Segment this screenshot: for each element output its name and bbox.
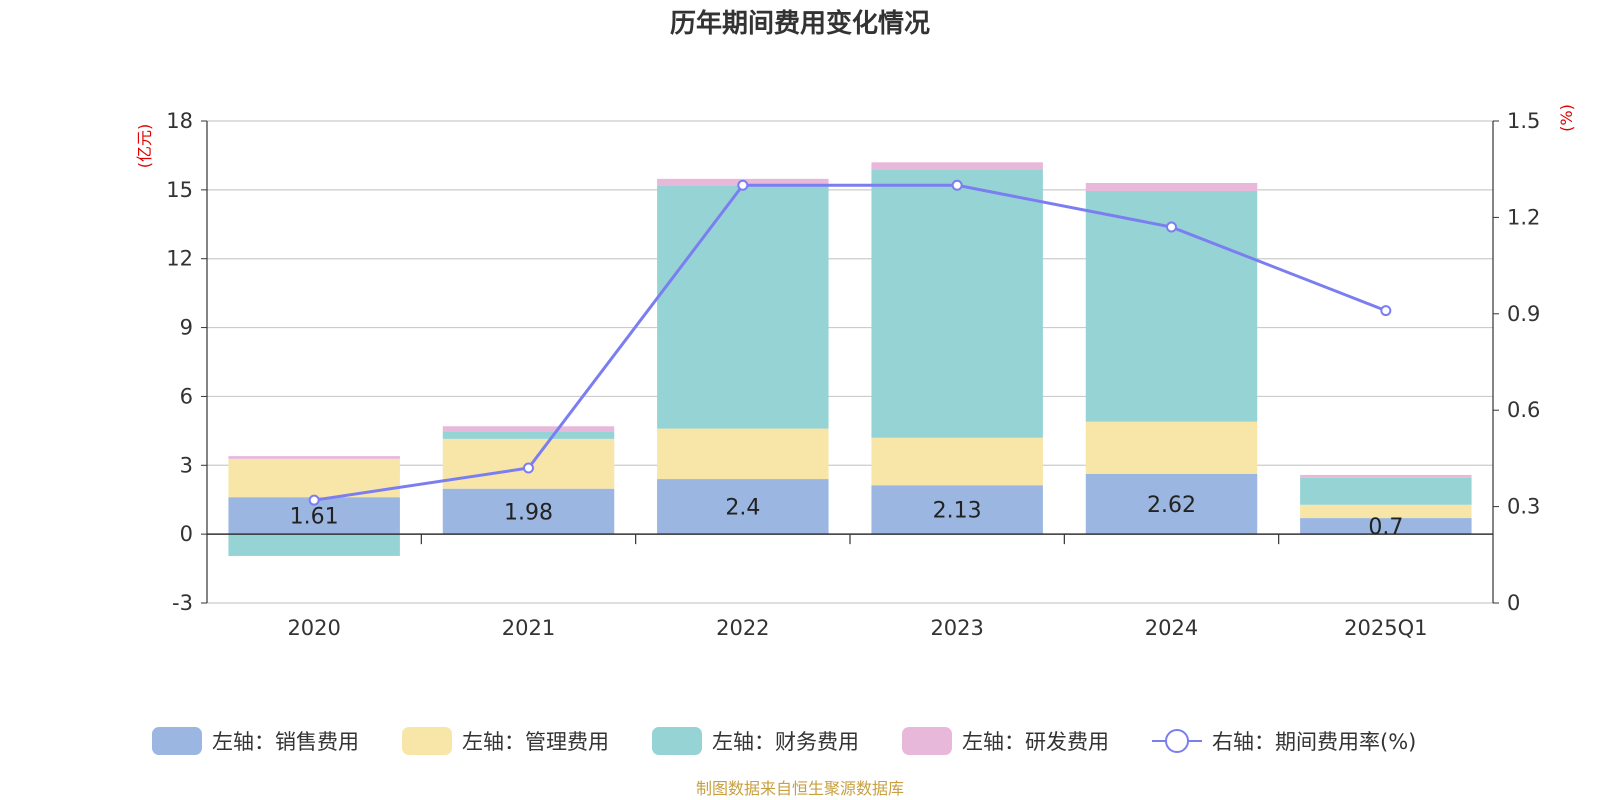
chart-title: 历年期间费用变化情况	[670, 8, 930, 39]
left-tick-label: 3	[180, 453, 193, 477]
bar-segment-2	[871, 437, 1043, 486]
sales-value-label: 1.61	[290, 505, 339, 530]
bar-segment-1	[871, 485, 1043, 535]
sales-value-label: 0.7	[1368, 515, 1403, 540]
rate-point	[308, 494, 320, 506]
right-tick-label: 0	[1507, 591, 1520, 615]
bar-segment-2	[1085, 421, 1258, 475]
sales-value-label: 2.62	[1147, 493, 1196, 518]
x-tick-label: 2021	[502, 616, 555, 640]
bar-segment-3	[228, 534, 400, 556]
legend-swatch-1	[152, 727, 202, 755]
legend: 左轴：销售费用 左轴：管理费用 左轴：财务费用 左轴：研发费用 右轴：期间费用率(%)	[152, 727, 1416, 755]
legend-swatch-2	[402, 727, 452, 755]
data-labels: 1.61 1.98 2.4 2.13 2.62 0.7	[290, 493, 1404, 540]
right-axis-unit: (%)	[1557, 104, 1576, 132]
left-tick-label: -3	[172, 591, 193, 615]
axes: -3 0 3 6 9 12 15 18 0 0.3 0.6 0.9 1.2 1.5 2020 2021 2022…	[166, 109, 1540, 640]
legend-swatch-4	[902, 727, 952, 755]
x-tick-label: 2025Q1	[1344, 616, 1427, 640]
sales-value-label: 2.13	[933, 499, 982, 524]
legend-label-3: 左轴：财务费用	[712, 730, 859, 754]
bar-segment-4	[1085, 182, 1258, 192]
left-tick-label: 0	[180, 522, 193, 546]
bar-segment-4	[228, 456, 400, 459]
bar-segment-4	[442, 426, 615, 433]
left-axis-unit: (亿元)	[135, 124, 154, 169]
bar-segment-3	[657, 185, 829, 429]
legend-label-4: 左轴：研发费用	[962, 730, 1109, 754]
right-tick-label: 0.6	[1507, 398, 1540, 422]
right-tick-label: 1.5	[1507, 109, 1540, 133]
rate-line-path	[313, 183, 1387, 502]
legend-label-1: 左轴：销售费用	[212, 730, 359, 754]
x-tick-label: 2024	[1145, 616, 1198, 640]
bar-segment-2	[1300, 504, 1472, 519]
sales-value-label: 1.98	[504, 500, 553, 525]
right-tick-label: 0.9	[1507, 302, 1540, 326]
grid-lines	[207, 120, 1493, 604]
bar-segment-3	[442, 432, 615, 439]
bar-segment-3	[1300, 477, 1472, 505]
rate-point	[951, 179, 963, 191]
left-tick-label: 15	[166, 178, 193, 202]
left-tick-label: 6	[180, 384, 193, 408]
left-tick-label: 18	[166, 109, 193, 133]
rate-point	[1380, 305, 1392, 317]
bar-segment-1	[1085, 474, 1258, 535]
bar-segment-4	[871, 162, 1043, 170]
bar-segment-1	[657, 479, 829, 535]
bar-segment-2	[657, 428, 829, 480]
x-tick-label: 2023	[930, 616, 983, 640]
source-note: 制图数据来自恒生聚源数据库	[696, 779, 904, 798]
rate-point	[1166, 221, 1177, 233]
x-tick-label: 2020	[287, 616, 340, 640]
legend-swatch-3	[652, 727, 702, 755]
rate-point	[523, 462, 534, 474]
sales-value-label: 2.4	[725, 496, 760, 521]
legend-label-5: 右轴：期间费用率(%)	[1212, 730, 1416, 754]
rate-point	[737, 179, 749, 191]
bar-segment-1	[442, 488, 615, 535]
right-tick-label: 0.3	[1507, 495, 1540, 519]
left-tick-label: 12	[166, 247, 193, 271]
x-tick-label: 2022	[716, 616, 769, 640]
bar-segment-4	[1300, 474, 1472, 478]
legend-label-2: 左轴：管理费用	[462, 730, 609, 754]
right-tick-label: 1.2	[1507, 205, 1540, 229]
bars	[228, 162, 1472, 556]
legend-marker	[1165, 729, 1189, 753]
bar-segment-3	[871, 169, 1043, 438]
bar-segment-1	[1300, 518, 1472, 535]
rate-line	[308, 179, 1392, 506]
left-tick-label: 9	[180, 316, 193, 340]
